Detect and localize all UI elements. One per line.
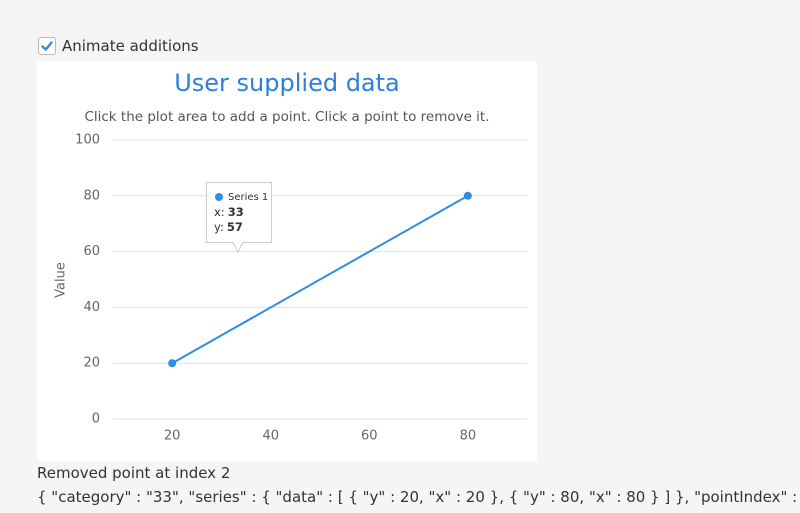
tooltip-label: y: — [214, 220, 224, 234]
y-tick-label: 0 — [92, 412, 100, 427]
data-point[interactable] — [168, 359, 177, 368]
tooltip-label: x: — [214, 205, 225, 219]
tooltip-value: 57 — [227, 220, 243, 234]
checkbox[interactable] — [38, 37, 56, 55]
tooltip-value: 33 — [228, 205, 244, 219]
chart[interactable]: User supplied data Click the plot area t… — [37, 61, 537, 461]
chart-title: User supplied data — [174, 69, 400, 97]
x-tick-label: 20 — [164, 429, 181, 444]
tooltip-box — [206, 182, 272, 254]
y-tick-label: 60 — [83, 244, 100, 259]
y-axis-label: Value — [54, 262, 69, 298]
y-tick-label: 100 — [75, 133, 100, 148]
y-tick-label: 40 — [83, 300, 100, 315]
log-message: Removed point at index 2 — [37, 464, 231, 482]
tooltip-marker — [215, 193, 223, 201]
tooltip-row: x: 33 — [214, 205, 244, 219]
x-tick-label: 40 — [262, 429, 279, 444]
tooltip-row: y: 57 — [214, 220, 243, 234]
log-details: { "category" : "33", "series" : { "data"… — [37, 488, 800, 506]
series-line — [171, 194, 469, 365]
x-tick-label: 80 — [460, 429, 477, 444]
check-icon — [41, 41, 53, 51]
checkbox-label[interactable]: Animate additions — [62, 37, 199, 55]
data-point[interactable] — [463, 191, 472, 200]
y-tick-label: 20 — [83, 356, 100, 371]
x-tick-label: 60 — [361, 429, 378, 444]
tooltip: Series 1x: 33y: 57 — [206, 182, 272, 254]
tooltip-series: Series 1 — [228, 192, 268, 203]
y-tick-label: 80 — [83, 188, 100, 203]
chart-subtitle: Click the plot area to add a point. Clic… — [84, 109, 489, 125]
